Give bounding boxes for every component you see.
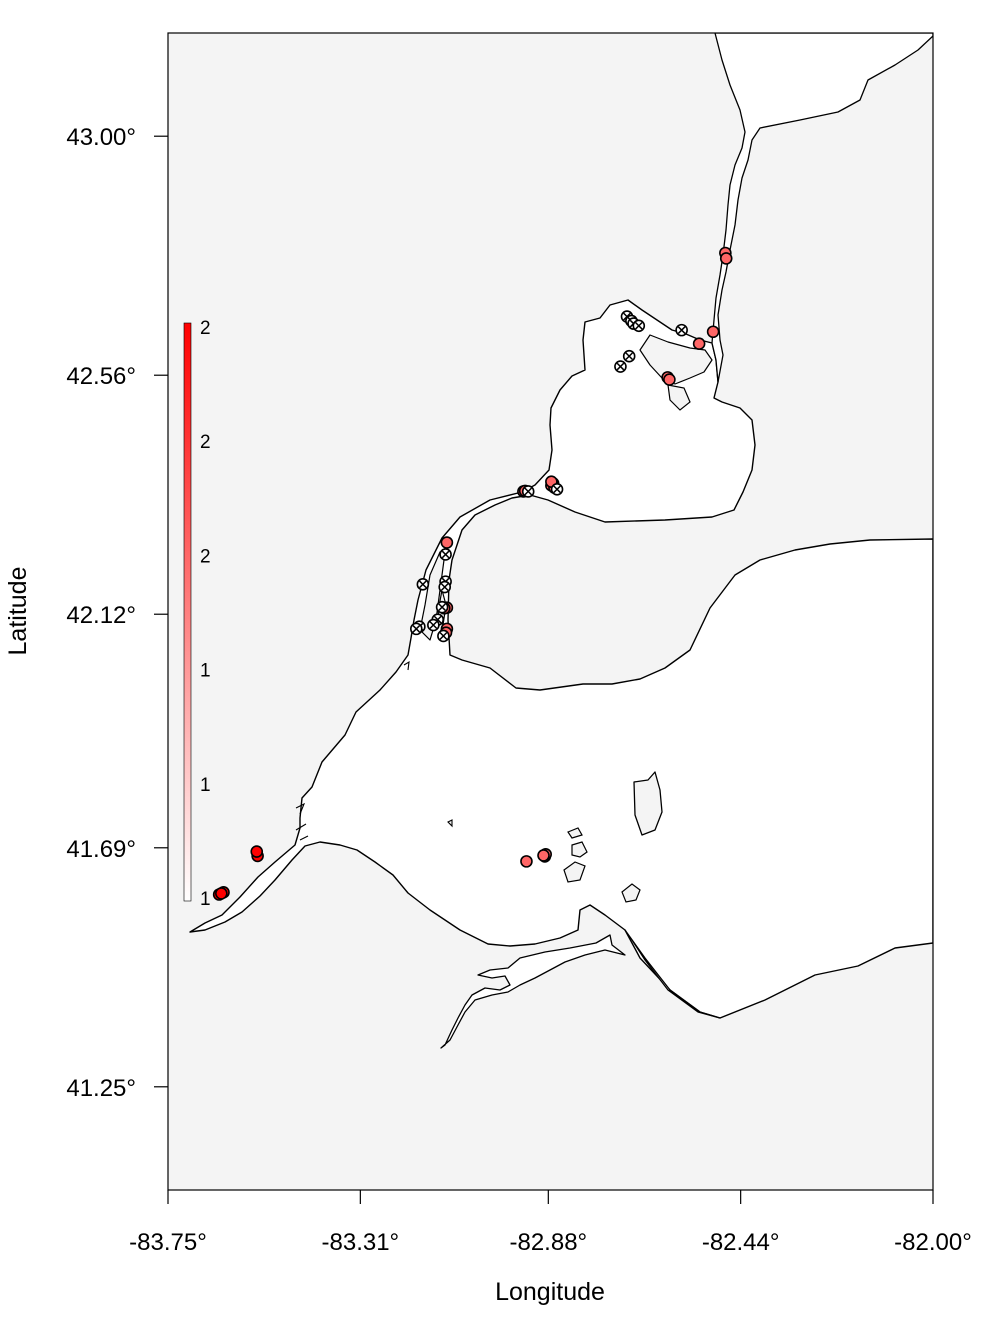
legend-label: 1: [200, 889, 211, 910]
site-marker-missing: [427, 618, 440, 632]
x-tick-label: -82.44°: [702, 1229, 780, 1256]
legend-label: 2: [200, 432, 211, 453]
site-marker-missing: [521, 485, 535, 498]
x-tick-label: -82.88°: [509, 1229, 587, 1256]
map-geography: [189, 33, 933, 1049]
st-clair-river: [711, 33, 933, 383]
site-markers: [212, 246, 733, 901]
site-marker: [706, 325, 720, 339]
site-marker: [250, 845, 264, 858]
bass-island-1: [563, 861, 586, 883]
site-marker-missing: [614, 360, 627, 373]
legend-label: 2: [200, 546, 211, 567]
color-scale-legend: 2 2 2 1 1 1: [183, 318, 211, 910]
site-marker-missing: [632, 319, 646, 333]
site-marker-missing: [438, 580, 452, 594]
st-clair-flats: [639, 334, 713, 385]
site-marker: [537, 849, 550, 862]
legend-label: 1: [200, 775, 211, 796]
small-island: [447, 819, 453, 828]
coast-detail-1: [295, 660, 410, 841]
plot-frame: [167, 32, 934, 1191]
site-marker-missing: [550, 482, 564, 496]
y-tick-label: 41.69°: [66, 836, 136, 863]
harsens-island: [667, 384, 691, 411]
site-marker-missing: [622, 349, 636, 363]
site-marker: [215, 887, 228, 900]
kelleys-island: [621, 883, 641, 903]
color-scale-bar: [183, 322, 192, 902]
site-marker-missing: [675, 323, 688, 337]
site-marker: [663, 373, 676, 386]
site-marker: [719, 252, 733, 265]
x-axis-title: Longitude: [495, 1278, 605, 1306]
y-tick-label: 41.25°: [66, 1075, 136, 1102]
x-tick-label: -82.00°: [894, 1229, 972, 1256]
pelee-island: [633, 771, 663, 836]
y-tick-label: 42.12°: [66, 602, 136, 629]
site-marker-missing: [439, 548, 452, 561]
legend-label: 1: [200, 661, 211, 682]
site-marker: [440, 536, 454, 549]
sandusky-bay: [440, 934, 626, 1049]
bass-island-3: [567, 827, 583, 839]
site-marker: [520, 855, 533, 868]
site-marker-missing: [409, 622, 423, 636]
y-axis: 43.00° 42.56° 42.12° 41.69° 41.25°: [66, 124, 168, 1102]
x-axis: -83.75° -83.31° -82.88° -82.44° -82.00°: [129, 1190, 972, 1256]
x-tick-label: -83.75°: [129, 1229, 207, 1256]
site-marker-missing: [437, 629, 450, 643]
x-tick-label: -83.31°: [322, 1229, 400, 1256]
bass-island-2: [571, 841, 588, 858]
site-marker: [692, 337, 706, 351]
legend-label: 2: [200, 318, 211, 339]
y-tick-label: 43.00°: [66, 124, 136, 151]
site-marker-missing: [435, 600, 449, 614]
southern-bay-water: [624, 929, 721, 1019]
y-axis-title: Latitude: [4, 567, 32, 656]
y-tick-label: 42.56°: [66, 363, 136, 390]
site-marker-missing: [416, 578, 430, 591]
